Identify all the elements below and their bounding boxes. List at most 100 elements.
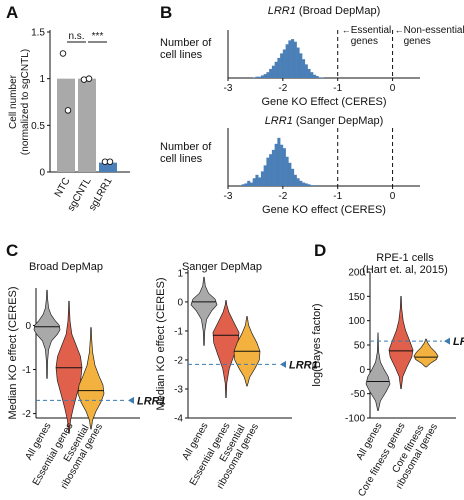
non-essential-arrow-icon: ←	[395, 25, 404, 35]
panel-b-broad-title-gene: LRR1	[268, 5, 296, 17]
panel-b-sanger-hist-bar	[255, 174, 259, 186]
panel-b-broad-hist-bar	[313, 74, 317, 78]
panel-c-sanger-ytick-label: 1	[177, 268, 183, 279]
essential-genes-label-line2: genes	[351, 36, 378, 47]
panel-b-broad-hist-bar	[318, 77, 322, 78]
panel-d-ytick-label: 150	[348, 292, 365, 303]
non-essential-genes-label-line2: genes	[404, 36, 431, 47]
panel-b-sanger-hist-bar	[247, 180, 251, 186]
panel-b-sanger-hist-bar	[296, 178, 300, 186]
panel-a-point	[106, 158, 114, 165]
panel-b-sanger-hist-bar	[310, 185, 314, 186]
panel-b-sanger-hist-bar	[280, 144, 284, 186]
panel-b-sanger-hist-bar	[291, 168, 295, 186]
panel-b-broad-hist-bar	[266, 72, 270, 78]
panel-b-sanger-hist-bar	[313, 185, 317, 186]
panel-b-broad-hist-bar	[293, 41, 297, 78]
panel-b-sanger-hist-bar	[285, 156, 289, 186]
panel-c-sanger-ytick-label: -1	[174, 326, 183, 337]
panel-b-broad-hist-bar	[285, 44, 289, 78]
panel-d-title: RPE-1 cells	[376, 252, 434, 264]
panel-b-sanger-hist-bar	[269, 154, 273, 186]
panel-b-broad-hist-bar	[269, 68, 273, 78]
panel-b-sanger-hist-bar	[293, 174, 297, 186]
panel-a-ytick-label: 0	[39, 168, 45, 179]
panel-b-broad-xtick-label: 0	[390, 83, 396, 94]
panel-b-sanger-hist-bar	[299, 180, 303, 186]
panel-letter-a: A	[6, 3, 18, 22]
panel-c-sanger-title: Sanger DepMap	[182, 261, 262, 273]
panel-d-xtick-label: Core fitnessribosomal genes	[384, 416, 440, 491]
panel-b-broad-hist-bar	[260, 75, 264, 78]
panel-b-broad-title-rest: (Broad DepMap)	[296, 5, 380, 17]
panel-a-ytick-label: 1.5	[31, 28, 45, 39]
panel-c-sanger-ytick-label: -2	[174, 355, 183, 366]
panel-b-broad-xtick-label: -2	[278, 83, 287, 94]
panel-a-sig-label: ***	[92, 31, 104, 42]
panel-d-ytick-label: -100	[345, 414, 365, 425]
panel-b-sanger-ylabel-line1: Number of	[160, 141, 212, 153]
panel-b-sanger-hist-bar	[271, 149, 275, 186]
panel-b-sanger-xtick-label: 0	[390, 191, 396, 202]
panel-b-sanger-hist-bar	[244, 183, 248, 186]
panel-b-broad-hist-bar	[302, 59, 306, 78]
panel-b-sanger-hist-bar	[258, 177, 262, 186]
panel-a-xtick-label: NTC	[53, 176, 73, 199]
panel-c-broad-lrr1-label: LRR1	[137, 395, 166, 407]
panel-b-sanger-title-gene: LRR1	[265, 115, 293, 127]
panel-c-broad-ytick-label: 0	[25, 321, 31, 332]
panel-b-broad-hist-bar	[304, 64, 308, 78]
panel-a-bar	[78, 78, 96, 172]
panel-d-subtitle: (Hart et. al, 2015)	[362, 264, 448, 276]
panel-b-broad-hist-bar	[291, 39, 295, 78]
panel-a-sig-label: n.s.	[68, 31, 84, 42]
panel-b-sanger-hist-bar	[266, 157, 270, 186]
panel-b-broad-hist-bar	[255, 76, 259, 78]
panel-b-sanger-xtick-label: -3	[224, 191, 233, 202]
panel-a-bar-chart: Cell number (normalized to sgCNTL) 0 0.5 1…	[8, 28, 130, 213]
panel-b-broad-hist-bar	[307, 68, 311, 78]
panel-d-lrr1-label: LRR1	[453, 336, 464, 348]
panel-b-sanger-hist-bar	[252, 178, 256, 186]
panel-c-broad-ytick-label: -2	[22, 409, 31, 420]
panel-b-broad-histogram: LRR1 (Broad DepMap) Gene KO Effect (CERE…	[160, 5, 464, 108]
panel-b-broad-hist-bar	[321, 77, 325, 78]
panel-b-broad-hist-bar	[258, 76, 262, 78]
panel-b-broad-hist-bar	[282, 49, 286, 78]
panel-d-violin	[388, 295, 414, 390]
panel-d-ytick-label: 0	[359, 365, 365, 376]
panel-c-sanger-ylabel: Median KO effect (CERES)	[155, 277, 167, 410]
panel-a-bar	[99, 162, 117, 172]
panel-b-broad-hist-bar	[288, 40, 292, 78]
panel-b-broad-hist-bar	[280, 53, 284, 78]
panel-b-sanger-xtick-label: -2	[278, 191, 287, 202]
panel-a-point	[59, 50, 67, 57]
panel-b-sanger-histogram: LRR1 (Sanger DepMap) Gene KO effect (CER…	[160, 115, 420, 216]
panel-b-sanger-hist-bar	[241, 184, 245, 186]
panel-a-point	[64, 107, 72, 114]
panel-b-broad-xlabel: Gene KO Effect (CERES)	[261, 96, 386, 108]
panel-b-broad-title: LRR1 (Broad DepMap)	[268, 5, 381, 17]
panel-b-broad-hist-bar	[310, 72, 314, 78]
panel-a-ylabel: Cell number	[8, 74, 19, 129]
essential-genes-label-line1: Essential	[351, 25, 392, 36]
panel-c-broad-violin	[33, 289, 61, 379]
panel-c-sanger-ytick-label: 0	[177, 297, 183, 308]
panel-b-broad-hist-bar	[263, 74, 267, 78]
panel-b-sanger-hist-bar	[282, 148, 286, 186]
panel-a-ytick-label: 1	[39, 74, 45, 85]
panel-a-ylabel-sub: (normalized to sgCNTL)	[20, 49, 31, 155]
panel-b-broad-hist-bar	[296, 47, 300, 78]
panel-a-point	[85, 75, 93, 82]
essential-arrow-icon: ←	[342, 25, 351, 35]
panel-c-sanger-ytick-label: -4	[174, 414, 183, 425]
panel-b-sanger-hist-bar	[302, 182, 306, 186]
panel-b-sanger-ylabel-line2: cell lines	[160, 153, 203, 165]
panel-c-broad-violins: Broad DepMap Median KO effect (CERES) LR…	[7, 261, 166, 491]
panel-c-sanger-ytick-label: -3	[174, 384, 183, 395]
panel-b-broad-hist-bar	[252, 77, 256, 78]
panel-c-sanger-violins: Sanger DepMap Median KO effect (CERES) L…	[155, 261, 318, 491]
panel-a-bar	[57, 78, 75, 172]
panel-a-ytick-label: 0.5	[31, 121, 45, 132]
